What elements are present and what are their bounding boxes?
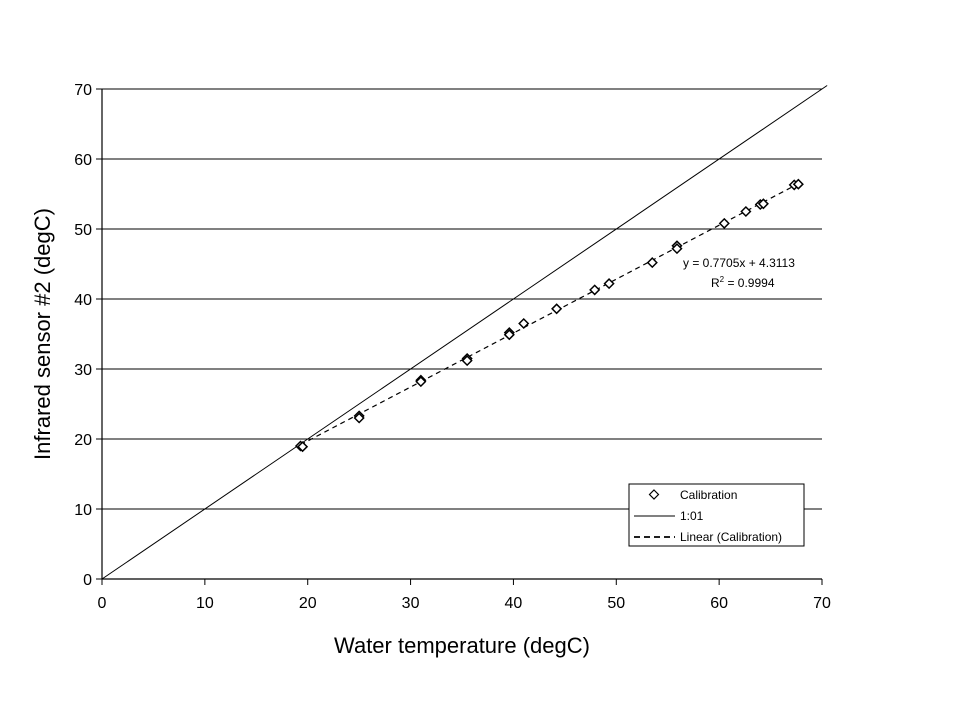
y-tick-label: 10 (74, 502, 92, 519)
y-tick-label: 60 (74, 152, 92, 169)
data-point-diamond (671, 243, 683, 255)
data-point-diamond (589, 284, 601, 296)
data-point-diamond (353, 412, 365, 424)
r-squared-value: = 0.9994 (724, 276, 775, 290)
regression-equation: y = 0.7705x + 4.3113 (683, 256, 795, 270)
series-lines (101, 85, 828, 580)
y-tick-label: 70 (74, 82, 92, 99)
legend-label-one-to-one: 1:01 (680, 509, 704, 523)
x-axis-title: Water temperature (degC) (334, 633, 590, 658)
y-tick-label: 40 (74, 292, 92, 309)
data-point-diamond (757, 198, 769, 210)
data-point-diamond (646, 257, 658, 269)
legend-label-linear: Linear (Calibration) (680, 530, 782, 544)
legend-diamond-marker (648, 489, 660, 500)
tick-labels: 0 10 20 30 40 50 60 70 0 10 20 30 40 50 60 70 (74, 82, 831, 612)
calibration-points (294, 178, 804, 453)
data-point-diamond (518, 317, 530, 330)
data-point-diamond (503, 329, 515, 341)
data-point-diamond (603, 278, 615, 290)
gridlines (102, 88, 822, 510)
data-point-diamond (792, 178, 804, 190)
data-point-diamond (551, 303, 563, 315)
legend-label-calibration: Calibration (680, 488, 737, 502)
x-tick-label: 20 (299, 595, 317, 612)
data-point-diamond (297, 441, 309, 453)
legend: Calibration 1:01 Linear (Calibration) (628, 483, 805, 547)
x-tick-label: 40 (505, 595, 523, 612)
y-tick-label: 20 (74, 432, 92, 449)
data-point-diamond (415, 376, 427, 388)
y-axis-title: Infrared sensor #2 (degC) (30, 208, 55, 460)
axes (96, 88, 823, 585)
x-tick-label: 70 (813, 595, 831, 612)
y-tick-label: 30 (74, 362, 92, 379)
x-tick-label: 60 (710, 595, 728, 612)
r-squared-exponent: 2 (720, 275, 725, 284)
x-tick-label: 50 (607, 595, 625, 612)
data-point-diamond (461, 355, 473, 367)
data-point-diamond (718, 217, 730, 229)
r-squared: R2 = 0.9994 (711, 275, 775, 290)
x-tick-label: 30 (402, 595, 420, 612)
r-squared-label: R (711, 276, 720, 290)
x-tick-label: 0 (98, 595, 107, 612)
linear-trendline (300, 183, 799, 446)
y-tick-label: 50 (74, 222, 92, 239)
data-point-diamond (740, 205, 752, 218)
y-tick-label: 0 (83, 572, 92, 589)
x-tick-label: 10 (196, 595, 214, 612)
one-to-one-line (101, 85, 828, 580)
